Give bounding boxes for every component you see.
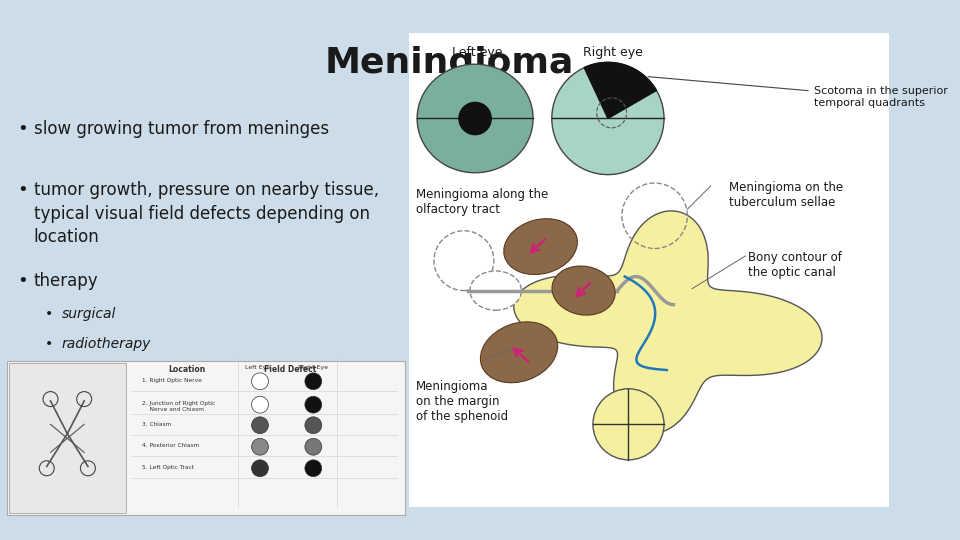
- Circle shape: [252, 438, 269, 455]
- Circle shape: [434, 231, 493, 291]
- Text: tumor growth, pressure on nearby tissue,: tumor growth, pressure on nearby tissue,: [34, 181, 379, 199]
- Text: Left Eye: Left Eye: [245, 366, 270, 370]
- Ellipse shape: [504, 219, 577, 274]
- Bar: [8, 361, 405, 515]
- Polygon shape: [514, 211, 822, 434]
- Circle shape: [593, 389, 664, 460]
- Text: 2. Junction of Right Optic
    Nerve and Chiasm: 2. Junction of Right Optic Nerve and Chi…: [142, 401, 215, 411]
- Text: Location: Location: [168, 366, 205, 374]
- Wedge shape: [585, 63, 657, 118]
- Ellipse shape: [480, 322, 558, 383]
- Text: 3. Chiasm: 3. Chiasm: [142, 422, 172, 427]
- Text: Scotoma in the superior
temporal quadrants: Scotoma in the superior temporal quadran…: [648, 77, 948, 108]
- Text: slow growing tumor from meninges: slow growing tumor from meninges: [34, 120, 328, 138]
- Circle shape: [252, 396, 269, 413]
- Text: Field Defect: Field Defect: [264, 366, 316, 374]
- Bar: [409, 32, 889, 508]
- Ellipse shape: [417, 64, 533, 173]
- Text: Meningioma along the
olfactory tract: Meningioma along the olfactory tract: [417, 188, 548, 215]
- Text: Meningioma: Meningioma: [324, 45, 574, 79]
- Ellipse shape: [470, 271, 521, 310]
- Circle shape: [458, 102, 492, 136]
- Text: 1. Right Optic Nerve: 1. Right Optic Nerve: [142, 377, 202, 382]
- Text: •: •: [17, 272, 28, 290]
- Text: 5. Left Optic Tract: 5. Left Optic Tract: [142, 464, 194, 469]
- Circle shape: [305, 396, 322, 413]
- Text: •: •: [17, 181, 28, 199]
- Text: Right eye: Right eye: [583, 45, 642, 58]
- Circle shape: [305, 460, 322, 477]
- Text: Left eye: Left eye: [452, 45, 502, 58]
- Text: radiotherapy: radiotherapy: [61, 338, 151, 352]
- Circle shape: [552, 63, 664, 174]
- Text: •: •: [45, 307, 53, 321]
- Text: 4. Posterior Chiasm: 4. Posterior Chiasm: [142, 443, 200, 448]
- Circle shape: [305, 438, 322, 455]
- Circle shape: [305, 417, 322, 434]
- Text: •: •: [17, 120, 28, 138]
- Text: Meningioma on the
tuberculum sellae: Meningioma on the tuberculum sellae: [730, 181, 844, 209]
- Circle shape: [252, 460, 269, 477]
- Text: surgical: surgical: [61, 307, 116, 321]
- Text: therapy: therapy: [34, 272, 98, 290]
- Text: Right Eye: Right Eye: [299, 366, 328, 370]
- Text: Bony contour of
the optic canal: Bony contour of the optic canal: [748, 251, 842, 279]
- Text: •: •: [45, 338, 53, 352]
- Circle shape: [252, 417, 269, 434]
- Text: location: location: [34, 228, 100, 246]
- Text: typical visual field defects depending on: typical visual field defects depending o…: [34, 205, 370, 222]
- Text: Meningioma
on the margin
of the sphenoid: Meningioma on the margin of the sphenoid: [417, 380, 508, 423]
- Circle shape: [305, 373, 322, 390]
- Circle shape: [252, 373, 269, 390]
- Bar: [10, 362, 127, 513]
- Ellipse shape: [552, 266, 615, 315]
